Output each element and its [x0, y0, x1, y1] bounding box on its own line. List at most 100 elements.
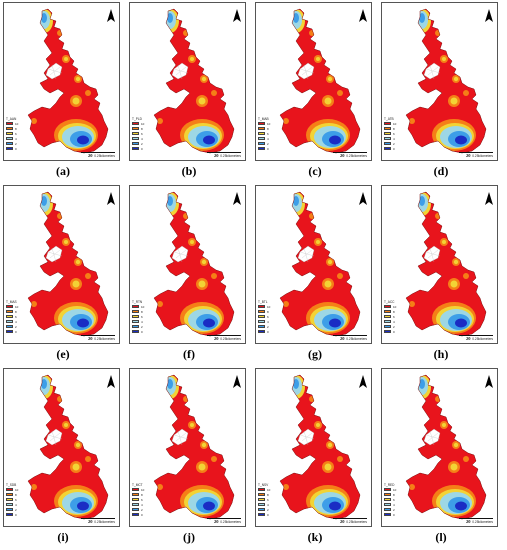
legend-swatch [132, 507, 139, 512]
legend-entry: 2 [132, 324, 158, 329]
interpolated-map [153, 374, 235, 520]
legend-value: 0 [15, 512, 17, 517]
legend-value: 0 [393, 329, 395, 334]
legend-entry: 0 [6, 146, 32, 151]
interpolated-map [405, 374, 487, 520]
legend-title: T_BTL [258, 300, 268, 304]
legend-swatch [6, 502, 13, 507]
legend-title: T_MAB [258, 117, 269, 121]
scale-bar: 0.25kilometers [459, 335, 493, 341]
north-arrow-icon [107, 375, 115, 388]
legend-entry: 0 [384, 512, 410, 517]
scale-label: 0.25kilometers [94, 153, 115, 158]
map-panel: T_MCT 10 8 6 4 2 0 20 0.25kilometers [129, 368, 246, 527]
map-panel: T_BTL 10 8 6 4 2 0 20 0.25kilometers [255, 185, 372, 344]
legend-entry: 6 [384, 497, 410, 502]
legend-entry: 0 [132, 512, 158, 517]
legend-value: 2 [141, 141, 143, 146]
legend-value: 0 [393, 512, 395, 517]
legend-swatch [258, 136, 265, 141]
legend-swatch [6, 314, 13, 319]
legend-entry: 2 [132, 141, 158, 146]
legend-entry: 8 [258, 492, 284, 497]
panel-caption: (c) [308, 164, 322, 178]
legend-value: 4 [267, 136, 269, 141]
legend-title: T_MCT [132, 483, 143, 487]
site-label: 20 [214, 153, 219, 158]
legend-swatch [384, 136, 391, 141]
legend-swatch [258, 487, 265, 492]
legend-value: 10 [141, 304, 145, 309]
legend-swatch [132, 329, 139, 334]
legend-entry: 8 [384, 126, 410, 131]
legend-swatch [384, 497, 391, 502]
legend-entry: 10 [132, 304, 158, 309]
legend-entry: 10 [6, 487, 32, 492]
legend-value: 8 [393, 309, 395, 314]
legend-entry: 4 [6, 319, 32, 324]
legend-value: 10 [15, 304, 19, 309]
legend-entry: 6 [132, 131, 158, 136]
scale-label: 0.25kilometers [346, 336, 367, 341]
map-figure-cell-h: T_ACC 10 8 6 4 2 0 20 0.25kilometers (h) [378, 183, 504, 366]
legend-swatch [132, 131, 139, 136]
legend-title: T_RTN [132, 300, 143, 304]
legend-value: 8 [267, 126, 269, 131]
site-label: 20 [88, 153, 93, 158]
scale-label: 0.25kilometers [220, 519, 241, 524]
legend-entry: 2 [6, 507, 32, 512]
legend-value: 0 [393, 146, 395, 151]
legend-swatch [6, 497, 13, 502]
legend-value: 10 [393, 121, 397, 126]
map-legend: T_MAB 10 8 6 4 2 0 [258, 117, 284, 151]
legend-swatch [132, 487, 139, 492]
legend-value: 6 [267, 497, 269, 502]
legend-value: 4 [15, 136, 17, 141]
interpolated-map [27, 374, 109, 520]
site-label: 20 [88, 519, 93, 524]
legend-entry: 0 [132, 146, 158, 151]
interpolated-map [153, 8, 235, 154]
panel-caption: (k) [307, 530, 323, 544]
legend-swatch [6, 487, 13, 492]
legend-value: 2 [267, 507, 269, 512]
legend-swatch [132, 497, 139, 502]
legend-entry: 10 [6, 304, 32, 309]
legend-value: 10 [393, 487, 397, 492]
scale-label: 0.25kilometers [94, 519, 115, 524]
legend-swatch [258, 309, 265, 314]
site-label: 20 [88, 336, 93, 341]
map-legend: T_ACC 10 8 6 4 2 0 [384, 300, 410, 334]
site-label: 20 [466, 153, 471, 158]
legend-value: 6 [393, 131, 395, 136]
legend-entry: 8 [132, 126, 158, 131]
scale-bar: 0.25kilometers [81, 518, 115, 524]
legend-value: 4 [141, 502, 143, 507]
legend-swatch [258, 121, 265, 126]
legend-value: 0 [267, 329, 269, 334]
legend-swatch [6, 512, 13, 517]
legend-entry: 0 [258, 512, 284, 517]
legend-entry: 4 [6, 136, 32, 141]
legend-entry: 10 [258, 121, 284, 126]
legend-value: 10 [15, 487, 19, 492]
legend-value: 4 [141, 136, 143, 141]
legend-swatch [132, 141, 139, 146]
legend-value: 0 [141, 512, 143, 517]
legend-swatch [258, 319, 265, 324]
north-arrow-icon [359, 9, 367, 22]
map-figure-cell-a: T_AAN 10 8 6 4 2 0 20 0.25kilometers (a) [0, 0, 126, 183]
panel-caption: (f) [183, 347, 195, 361]
map-legend: T_RTN 10 8 6 4 2 0 [132, 300, 158, 334]
legend-entry: 4 [384, 319, 410, 324]
legend-entry: 6 [6, 314, 32, 319]
legend-value: 2 [267, 141, 269, 146]
site-label: 20 [340, 519, 345, 524]
legend-entry: 10 [132, 121, 158, 126]
legend-entry: 6 [132, 314, 158, 319]
legend-entry: 10 [384, 304, 410, 309]
legend-title: T_AAN [6, 117, 17, 121]
scale-label: 0.25kilometers [220, 153, 241, 158]
legend-swatch [258, 512, 265, 517]
legend-value: 10 [393, 304, 397, 309]
